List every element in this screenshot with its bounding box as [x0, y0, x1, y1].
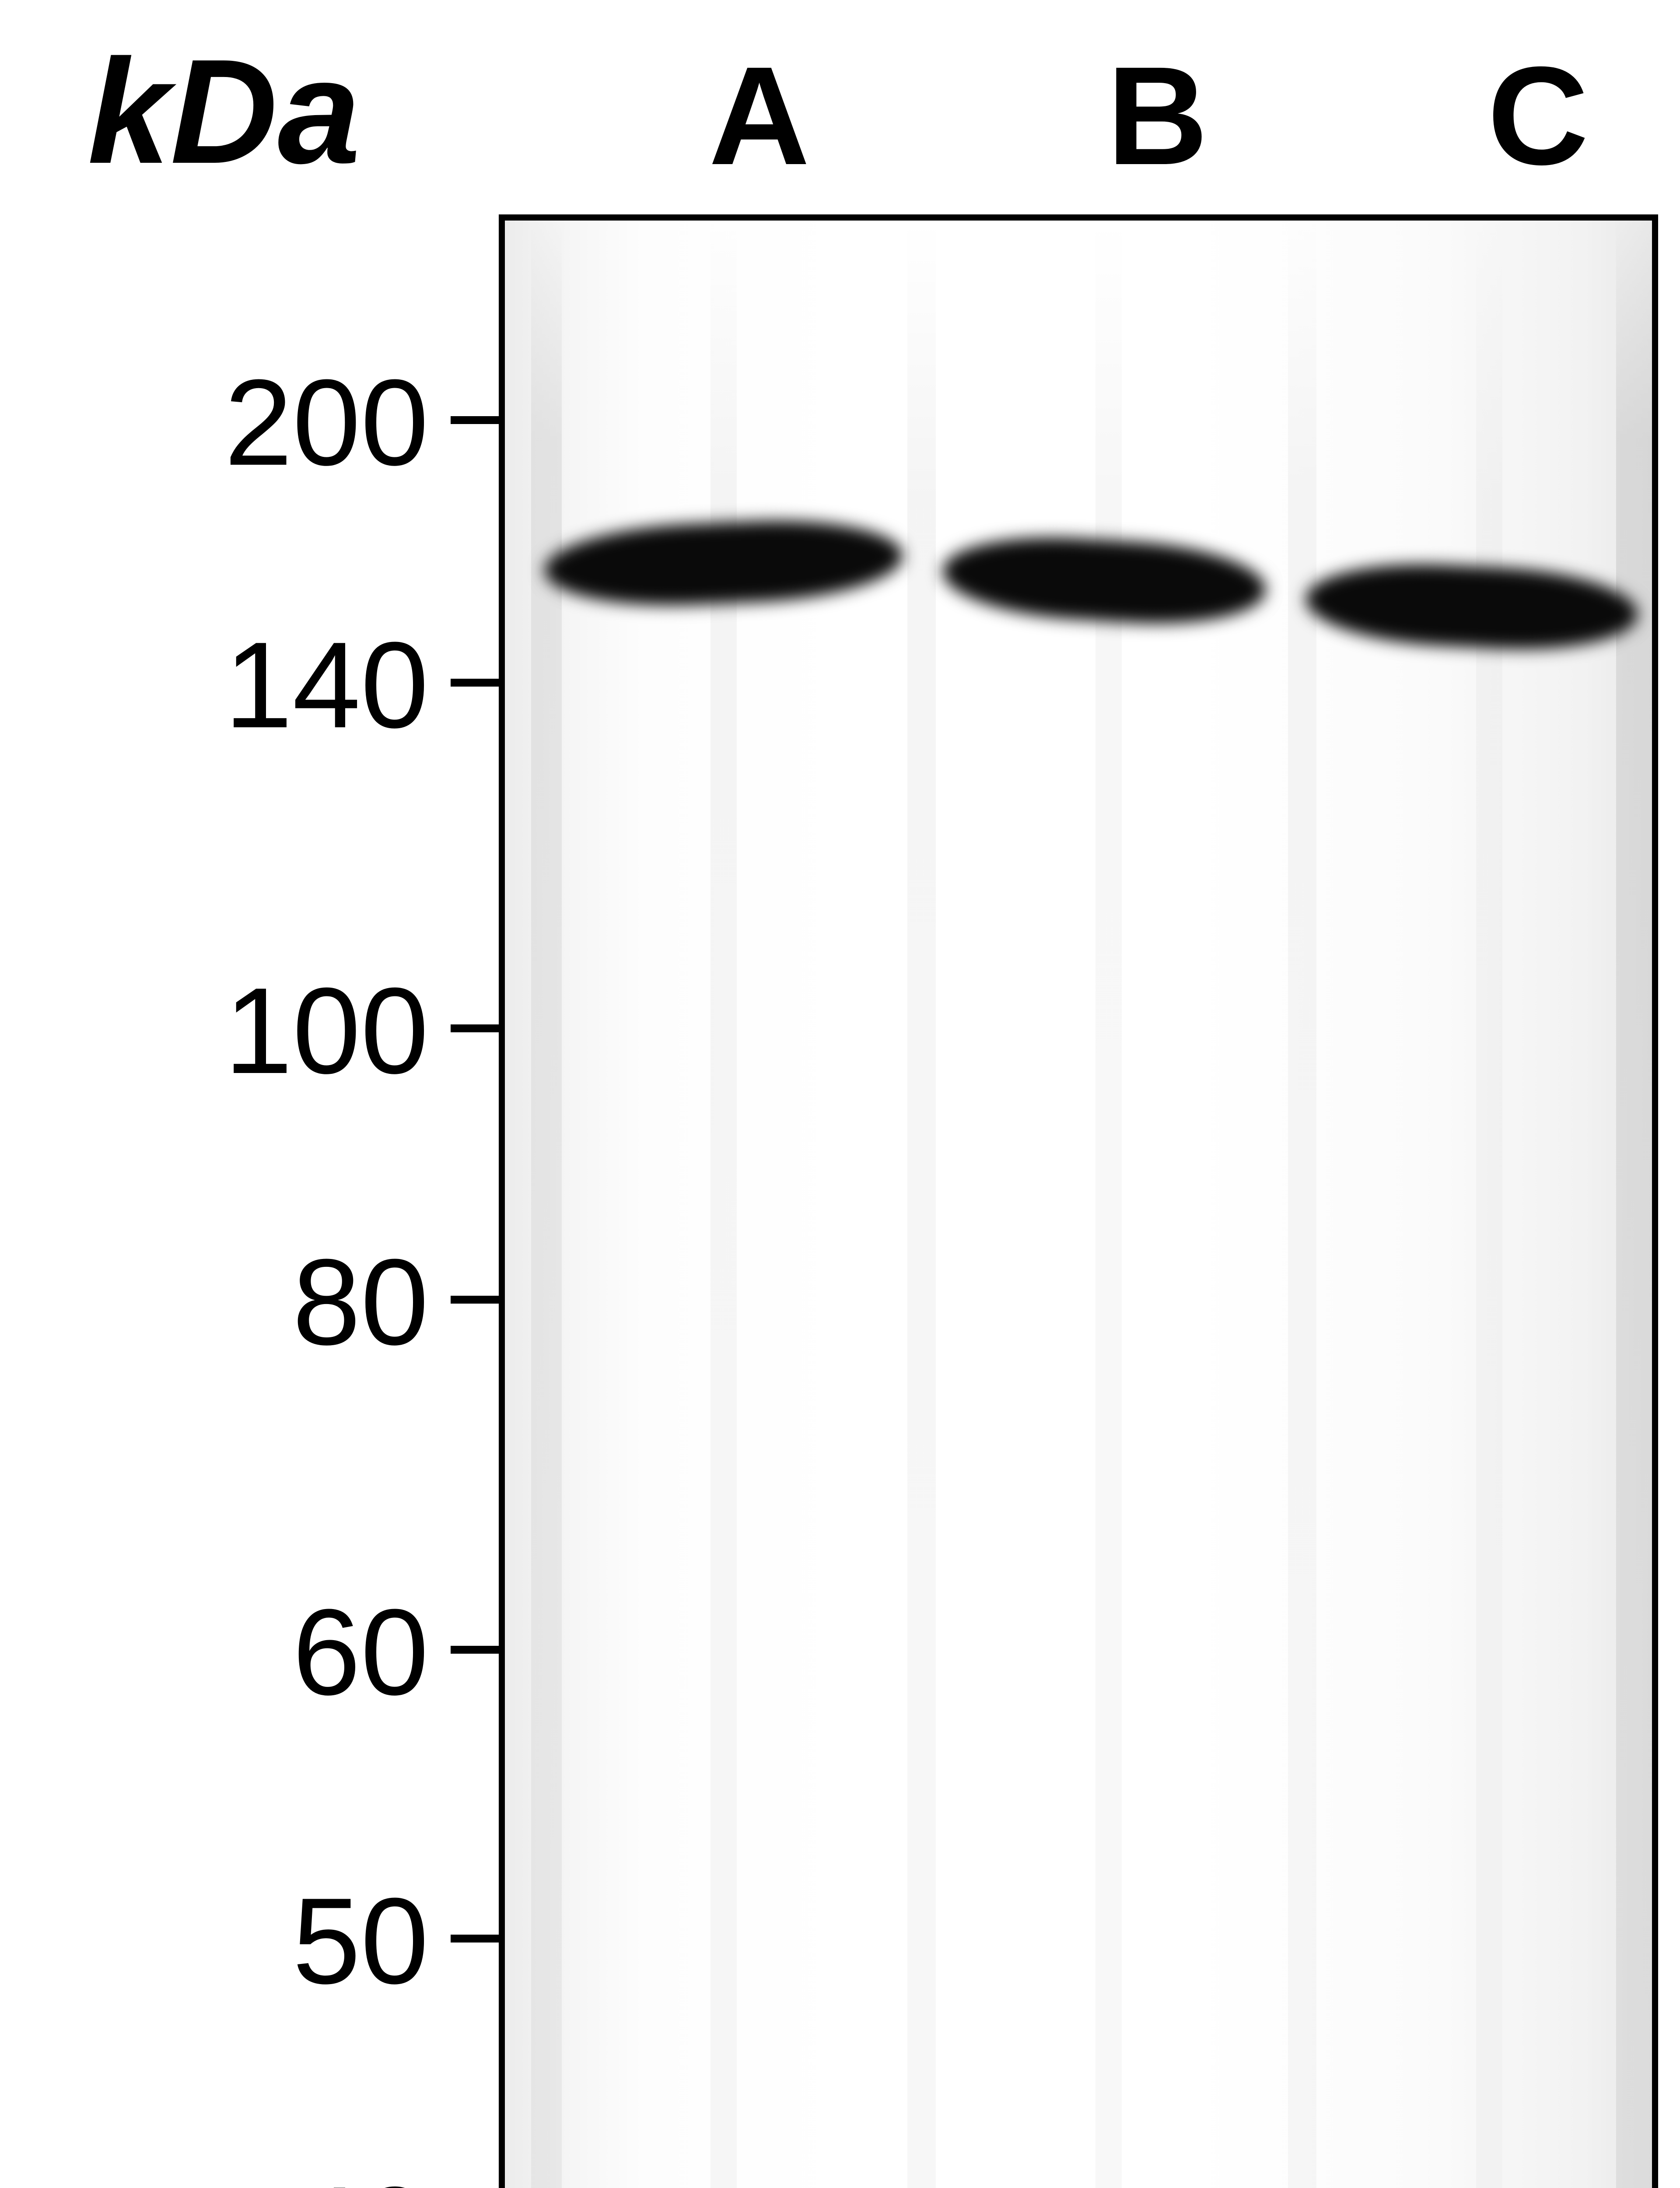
blot-vertical-streak — [1288, 221, 1316, 2188]
yaxis-tick-mark — [451, 679, 499, 687]
yaxis-tick-label: 40 — [293, 2160, 429, 2188]
yaxis-tick-mark — [451, 1024, 499, 1032]
blot-figure: kDa A B C 200140100806050403020 — [0, 0, 1680, 2188]
blot-vertical-streak — [1616, 221, 1653, 2188]
yaxis-tick-label: 60 — [293, 1582, 429, 1723]
blot-vertical-streak — [710, 221, 737, 2188]
yaxis-tick-label: 50 — [293, 1871, 429, 2012]
yaxis-tick-mark — [451, 1296, 499, 1304]
kda-unit-label: kDa — [88, 26, 360, 197]
blot-vertical-streak — [1096, 221, 1122, 2188]
blot-vertical-streak — [907, 221, 936, 2188]
yaxis-tick-mark — [451, 1935, 499, 1943]
yaxis-tick-label: 140 — [224, 615, 429, 756]
yaxis-tick-label: 100 — [224, 961, 429, 1101]
lane-label-b: B — [1107, 35, 1208, 196]
blot-vertical-streak — [531, 221, 562, 2188]
lane-label-c: C — [1488, 35, 1589, 196]
yaxis-tick-label: 80 — [293, 1232, 429, 1373]
blot-membrane-frame — [499, 214, 1658, 2188]
blot-vertical-streak — [1476, 221, 1502, 2188]
yaxis-tick-mark — [451, 416, 499, 424]
yaxis-tick-mark — [451, 1646, 499, 1654]
lane-label-a: A — [709, 35, 810, 196]
yaxis-tick-label: 200 — [224, 353, 429, 493]
